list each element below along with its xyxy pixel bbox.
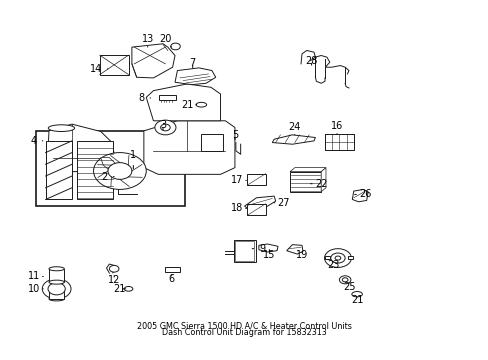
Bar bbox=[201, 134, 223, 151]
Text: 10: 10 bbox=[27, 284, 43, 294]
Circle shape bbox=[339, 276, 350, 284]
Ellipse shape bbox=[49, 280, 64, 284]
Text: 8: 8 bbox=[138, 93, 150, 103]
Bar bbox=[100, 55, 128, 75]
Circle shape bbox=[48, 283, 65, 295]
Bar bbox=[325, 256, 329, 259]
Bar bbox=[347, 256, 352, 259]
Bar bbox=[45, 141, 72, 199]
Polygon shape bbox=[286, 245, 303, 254]
Ellipse shape bbox=[124, 287, 133, 291]
Text: 5: 5 bbox=[231, 130, 238, 140]
Text: 2005 GMC Sierra 1500 HD A/C & Heater Control Units: 2005 GMC Sierra 1500 HD A/C & Heater Con… bbox=[137, 321, 351, 330]
Text: 20: 20 bbox=[159, 34, 171, 47]
Text: 2: 2 bbox=[101, 172, 114, 182]
Bar bbox=[77, 141, 112, 199]
Circle shape bbox=[93, 153, 146, 189]
Ellipse shape bbox=[48, 125, 75, 131]
Bar bbox=[165, 267, 180, 272]
Text: 17: 17 bbox=[230, 175, 246, 185]
Text: 1: 1 bbox=[130, 150, 136, 169]
Text: 15: 15 bbox=[263, 250, 275, 260]
Bar bbox=[247, 174, 265, 185]
Circle shape bbox=[160, 124, 170, 131]
Polygon shape bbox=[289, 168, 325, 172]
Ellipse shape bbox=[196, 102, 206, 107]
Polygon shape bbox=[146, 84, 220, 121]
Circle shape bbox=[108, 163, 132, 179]
Ellipse shape bbox=[49, 297, 64, 301]
Text: 22: 22 bbox=[310, 179, 327, 189]
Circle shape bbox=[330, 253, 345, 263]
Polygon shape bbox=[132, 44, 175, 78]
Text: 26: 26 bbox=[354, 189, 371, 199]
Text: 19: 19 bbox=[295, 250, 307, 260]
Bar bbox=[233, 240, 255, 262]
Text: 14: 14 bbox=[90, 64, 108, 74]
Text: 13: 13 bbox=[142, 34, 154, 47]
Polygon shape bbox=[351, 189, 367, 202]
Text: 4: 4 bbox=[31, 136, 43, 146]
Polygon shape bbox=[272, 135, 315, 144]
Bar bbox=[289, 172, 321, 192]
Polygon shape bbox=[175, 68, 215, 85]
Bar bbox=[49, 289, 64, 299]
Text: 21: 21 bbox=[114, 284, 126, 294]
Ellipse shape bbox=[351, 292, 362, 297]
Bar bbox=[234, 241, 254, 261]
Text: 16: 16 bbox=[330, 121, 343, 134]
Circle shape bbox=[170, 43, 180, 50]
Circle shape bbox=[342, 278, 347, 282]
Text: 7: 7 bbox=[189, 58, 196, 68]
Circle shape bbox=[324, 249, 351, 267]
Polygon shape bbox=[258, 244, 278, 252]
Circle shape bbox=[155, 120, 176, 135]
Text: 21: 21 bbox=[350, 295, 363, 305]
Text: 25: 25 bbox=[343, 282, 355, 292]
Text: 23: 23 bbox=[327, 260, 339, 270]
Text: 28: 28 bbox=[305, 55, 317, 66]
Text: 9: 9 bbox=[252, 244, 265, 254]
Ellipse shape bbox=[49, 267, 64, 271]
Text: Dash Control Unit Diagram for 15832313: Dash Control Unit Diagram for 15832313 bbox=[162, 328, 326, 337]
Circle shape bbox=[42, 279, 71, 299]
Text: 6: 6 bbox=[168, 274, 174, 284]
Bar bbox=[159, 95, 176, 100]
Bar bbox=[325, 134, 353, 150]
Text: 11: 11 bbox=[27, 271, 43, 282]
Text: 3: 3 bbox=[160, 120, 166, 130]
Circle shape bbox=[334, 256, 340, 260]
Polygon shape bbox=[321, 168, 325, 192]
Polygon shape bbox=[48, 124, 115, 172]
Bar bbox=[36, 131, 184, 206]
Text: 18: 18 bbox=[230, 203, 246, 213]
Text: 21: 21 bbox=[181, 100, 196, 110]
Circle shape bbox=[109, 265, 119, 272]
Polygon shape bbox=[143, 121, 234, 174]
Text: 24: 24 bbox=[288, 122, 301, 135]
Polygon shape bbox=[101, 158, 120, 171]
Text: 27: 27 bbox=[274, 198, 289, 208]
Text: 12: 12 bbox=[108, 275, 120, 285]
Bar bbox=[247, 204, 265, 215]
Bar bbox=[49, 269, 64, 282]
Polygon shape bbox=[244, 196, 275, 210]
